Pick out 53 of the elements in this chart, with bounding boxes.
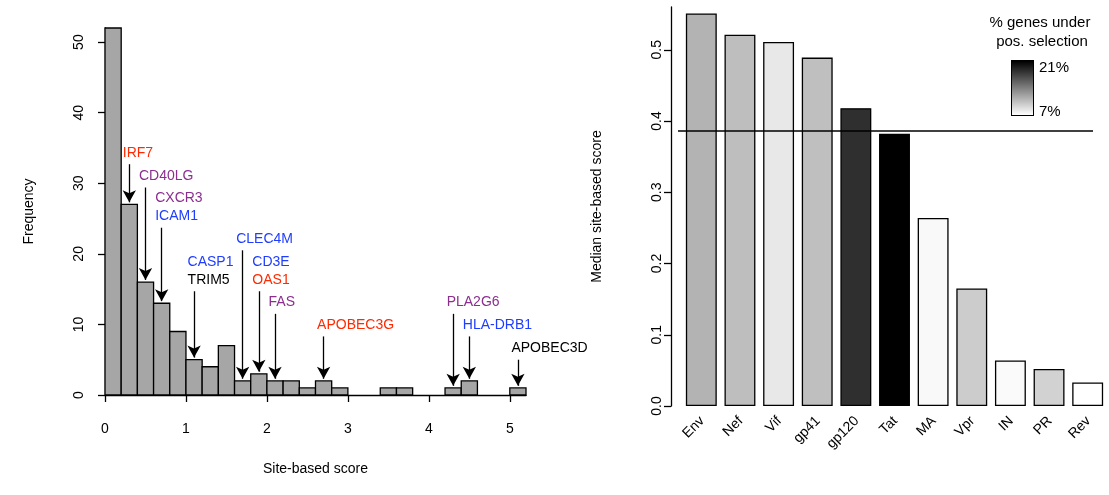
- annotation: TRIM5: [187, 270, 230, 287]
- x-tick-label: Rev: [1064, 412, 1094, 442]
- bar: [879, 133, 910, 406]
- bar: [1033, 368, 1065, 406]
- annotation: OAS1: [252, 270, 290, 287]
- y-tick-label: 0.4: [648, 111, 664, 131]
- y-tick-label: 0.2: [648, 253, 664, 274]
- x-tick-label: Nef: [718, 412, 746, 440]
- x-tick-label: Vpr: [950, 412, 978, 440]
- annotation: ICAM1: [155, 207, 199, 224]
- y-axis-title: Frequency: [20, 178, 36, 245]
- x-tick-label: 1: [182, 420, 191, 436]
- y-tick-label: 50: [70, 34, 86, 50]
- annotation: HLA-DRB1: [462, 315, 533, 332]
- y-tick-label: 10: [70, 316, 86, 333]
- annotation: CLEC4M: [236, 229, 293, 246]
- y-axis-title: Median site-based score: [588, 130, 604, 283]
- x-tick-label: MA: [912, 411, 940, 439]
- annotation: CD3E: [252, 252, 290, 269]
- annotation: FAS: [268, 293, 296, 310]
- annotation: 21%: [1039, 57, 1070, 75]
- x-tick-label: 0: [101, 420, 110, 436]
- y-tick-label: 0.5: [648, 39, 664, 60]
- y-tick-label: 20: [70, 245, 86, 262]
- annotation: IRF7: [122, 143, 154, 160]
- x-tick-label: Tat: [875, 412, 901, 437]
- annotation: PLA2G6: [446, 293, 500, 310]
- color-bar-title: % genes under pos. selection: [989, 13, 1095, 49]
- annotation: APOBEC3D: [511, 339, 588, 356]
- x-tick-label: IN: [994, 412, 1017, 434]
- bar: [1072, 382, 1104, 406]
- x-tick-label: 3: [343, 420, 352, 436]
- y-tick-label: 0: [70, 390, 86, 399]
- y-tick-label: 0.3: [648, 182, 664, 202]
- bar: [956, 288, 988, 406]
- x-tick-label: PR: [1029, 412, 1055, 438]
- annotation: CASP1: [187, 252, 234, 269]
- x-tick-label: Env: [678, 412, 707, 441]
- y-tick-label: 0.1: [648, 324, 664, 345]
- y-tick-label: 30: [70, 175, 86, 192]
- annotation: 7%: [1039, 101, 1061, 119]
- annotation: CXCR3: [155, 188, 203, 205]
- x-tick-label: 5: [505, 420, 514, 436]
- bar: [917, 217, 949, 406]
- x-axis-title: Site-based score: [262, 460, 369, 476]
- y-tick-label: 40: [70, 104, 86, 121]
- x-tick-label: 4: [424, 420, 433, 436]
- x-tick-label: Vif: [761, 412, 785, 436]
- annotation: CD40LG: [139, 166, 194, 183]
- y-tick-label: 0.0: [648, 396, 664, 416]
- annotation: APOBEC3G: [317, 315, 395, 332]
- x-tick-label: 2: [263, 420, 272, 436]
- bar: [994, 360, 1026, 406]
